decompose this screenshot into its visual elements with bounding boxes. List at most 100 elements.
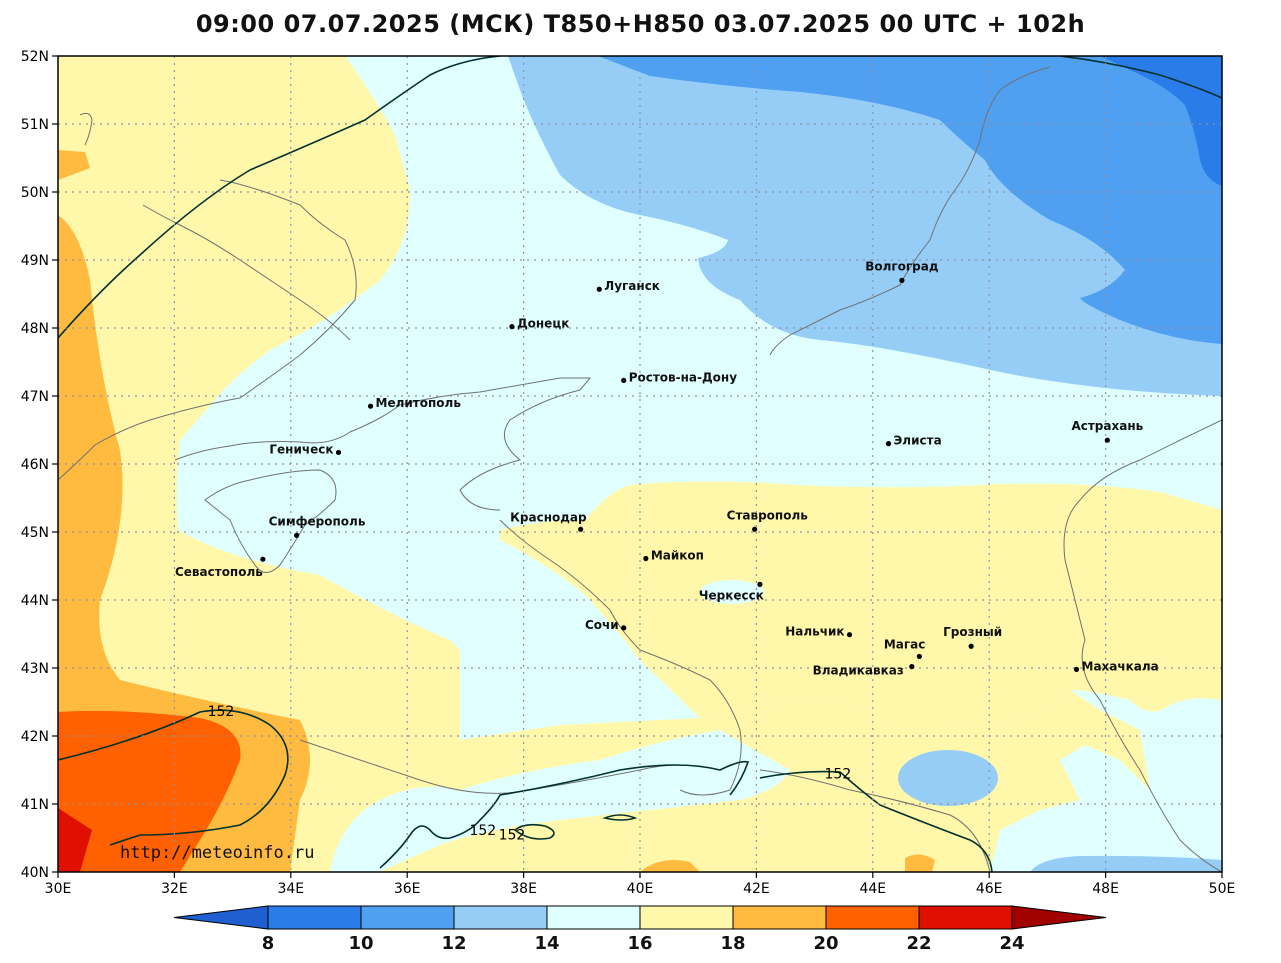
city-label: Элиста (894, 434, 942, 448)
lat-tick-label: 44N (21, 593, 49, 609)
city-label: Луганск (604, 279, 660, 293)
city-label: Нальчик (785, 625, 844, 639)
city-label: Краснодар (510, 510, 587, 524)
lat-tick-label: 50N (21, 185, 49, 201)
city-label: Владикавказ (813, 664, 904, 678)
lat-tick-label: 41N (21, 797, 49, 813)
colorbar-segment (640, 906, 733, 929)
lon-tick-label: 46E (976, 881, 1003, 897)
colorbar-label: 18 (720, 933, 745, 954)
city-label: Ставрополь (727, 508, 809, 522)
city-marker: Махачкала (1074, 659, 1159, 673)
lon-tick-label: 30E (45, 881, 72, 897)
city-label: Донецк (517, 317, 569, 331)
city-label: Черкесск (699, 588, 764, 602)
contour-label: 152 (499, 828, 526, 844)
credit-text: http://meteoinfo.ru (120, 843, 314, 863)
city-dot (260, 557, 265, 562)
city-marker: Луганск (597, 279, 660, 293)
lon-tick-label: 42E (743, 881, 770, 897)
lon-tick-label: 36E (394, 881, 421, 897)
lon-tick-label: 50E (1209, 881, 1236, 897)
lat-tick-label: 52N (21, 49, 49, 65)
city-label: Севастополь (175, 565, 263, 579)
city-label: Волгоград (865, 259, 939, 273)
lon-tick-label: 34E (277, 881, 304, 897)
cool-spot-east (898, 750, 998, 806)
city-dot (752, 527, 757, 532)
city-dot (368, 404, 373, 409)
city-dot (886, 441, 891, 446)
contour-label: 152 (208, 704, 235, 720)
colorbar: 8 10 12 14 16 18 20 22 24 (174, 906, 1106, 954)
colorbar-segment (547, 906, 640, 929)
colorbar-label: 14 (534, 933, 559, 954)
temperature-fill-layer (58, 56, 1222, 872)
city-dot (1074, 667, 1079, 672)
colorbar-label: 8 (262, 933, 275, 954)
lon-tick-label: 32E (161, 881, 188, 897)
city-label: Мелитополь (376, 396, 462, 410)
city-dot (917, 654, 922, 659)
lat-tick-label: 42N (21, 729, 49, 745)
colorbar-segment (454, 906, 547, 929)
colorbar-label: 22 (906, 933, 931, 954)
lat-tick-label: 46N (21, 457, 49, 473)
colorbar-segment (826, 906, 919, 929)
colorbar-high-arrow (1012, 906, 1106, 929)
city-marker: Геническ (269, 442, 341, 456)
lon-tick-label: 48E (1092, 881, 1119, 897)
city-dot (621, 378, 626, 383)
city-dot (643, 556, 648, 561)
city-dot (621, 625, 626, 630)
city-dot (336, 450, 341, 455)
city-label: Сочи (585, 618, 619, 632)
city-dot (757, 582, 762, 587)
city-dot (969, 644, 974, 649)
city-dot (899, 278, 904, 283)
city-dot (578, 527, 583, 532)
lon-tick-label: 40E (627, 881, 654, 897)
city-label: Астрахань (1071, 419, 1143, 433)
city-marker: Владикавказ (813, 664, 915, 678)
city-marker: Ростов-на-Дону (621, 370, 737, 384)
colorbar-label: 16 (627, 933, 652, 954)
city-marker: Майкоп (643, 549, 704, 563)
colorbar-label: 24 (999, 933, 1024, 954)
colorbar-segment (919, 906, 1012, 929)
lat-tick-label: 51N (21, 117, 49, 133)
lat-tick-label: 45N (21, 525, 49, 541)
colorbar-segment (268, 906, 361, 929)
lon-tick-label: 38E (510, 881, 537, 897)
lat-tick-label: 47N (21, 389, 49, 405)
lat-tick-label: 49N (21, 253, 49, 269)
contour-label: 152 (825, 766, 852, 782)
lon-tick-label: 44E (859, 881, 886, 897)
city-dot (847, 632, 852, 637)
city-dot (1105, 438, 1110, 443)
city-label: Симферополь (269, 514, 366, 528)
latitude-axis: 52N 51N 50N 49N 48N 47N 46N 45N 44N 43N 42N 41N 40N (21, 49, 58, 881)
city-label: Майкоп (651, 549, 704, 563)
colorbar-label: 10 (348, 933, 373, 954)
city-label: Махачкала (1082, 659, 1159, 673)
lat-tick-label: 40N (21, 865, 49, 881)
colorbar-segment (361, 906, 454, 929)
city-marker: Нальчик (785, 625, 852, 639)
city-dot (597, 287, 602, 292)
colorbar-label: 12 (441, 933, 466, 954)
city-marker: Мелитополь (368, 396, 461, 410)
city-label: Ростов-на-Дону (629, 370, 738, 384)
lat-tick-label: 48N (21, 321, 49, 337)
colorbar-segment (733, 906, 826, 929)
city-label: Магас (884, 637, 926, 651)
colorbar-low-arrow (174, 906, 268, 929)
city-dot (909, 664, 914, 669)
lat-tick-label: 43N (21, 661, 49, 677)
city-marker: Элиста (886, 434, 942, 448)
city-label: Грозный (943, 625, 1002, 639)
contour-label: 152 (469, 823, 496, 839)
city-dot (294, 533, 299, 538)
longitude-axis: 30E 32E 34E 36E 38E 40E 42E 44E 46E 48E 50E (45, 872, 1236, 897)
